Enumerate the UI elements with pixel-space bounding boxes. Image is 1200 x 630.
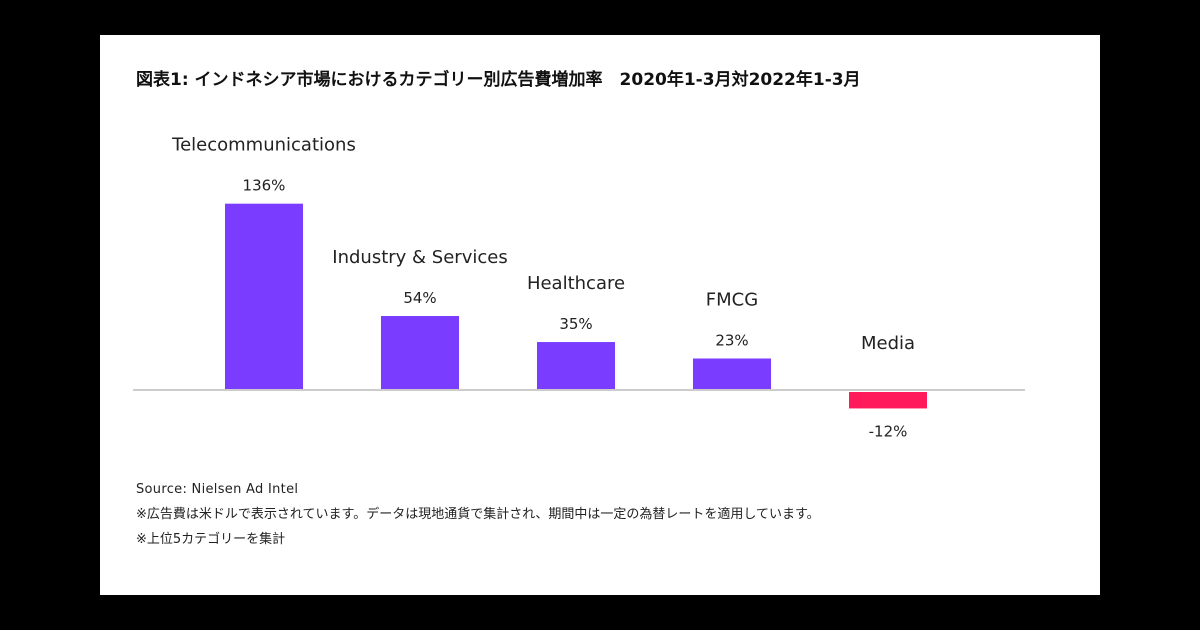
bar-industry-and-services (381, 316, 459, 390)
value-label-media: -12% (869, 422, 908, 440)
chart-card: 図表1: インドネシア市場におけるカテゴリー別広告費増加率 2020年1-3月対… (100, 35, 1100, 595)
bar-media (849, 392, 927, 409)
bar-chart: 136% Telecommunications 54% Industry & Serv… (133, 135, 1025, 440)
category-label-telecommunications: Telecommunications (171, 135, 356, 156)
value-label-healthcare: 35% (559, 315, 592, 333)
value-label-telecommunications: 136% (243, 177, 286, 195)
value-label-fmcg: 23% (715, 331, 748, 349)
category-label-media: Media (861, 333, 915, 354)
chart-title: 図表1: インドネシア市場におけるカテゴリー別広告費増加率 2020年1-3月対… (136, 70, 861, 90)
chart-notes: Source: Nielsen Ad Intel ※広告費は米ドルで表示されてい… (136, 477, 820, 552)
bar-fmcg (693, 358, 771, 390)
currency-note: ※広告費は米ドルで表示されています。データは現地通貨で集計され、期間中は一定の為… (136, 507, 820, 522)
bar-telecommunications (225, 203, 303, 390)
category-label-industry-and-services: Industry & Services (332, 247, 507, 268)
category-label-healthcare: Healthcare (527, 273, 625, 294)
value-label-industry-and-services: 54% (403, 289, 436, 307)
source-note: Source: Nielsen Ad Intel (136, 482, 299, 497)
category-label-fmcg: FMCG (706, 289, 758, 310)
top5-note: ※上位5カテゴリーを集計 (136, 532, 286, 547)
bar-healthcare (537, 342, 615, 390)
